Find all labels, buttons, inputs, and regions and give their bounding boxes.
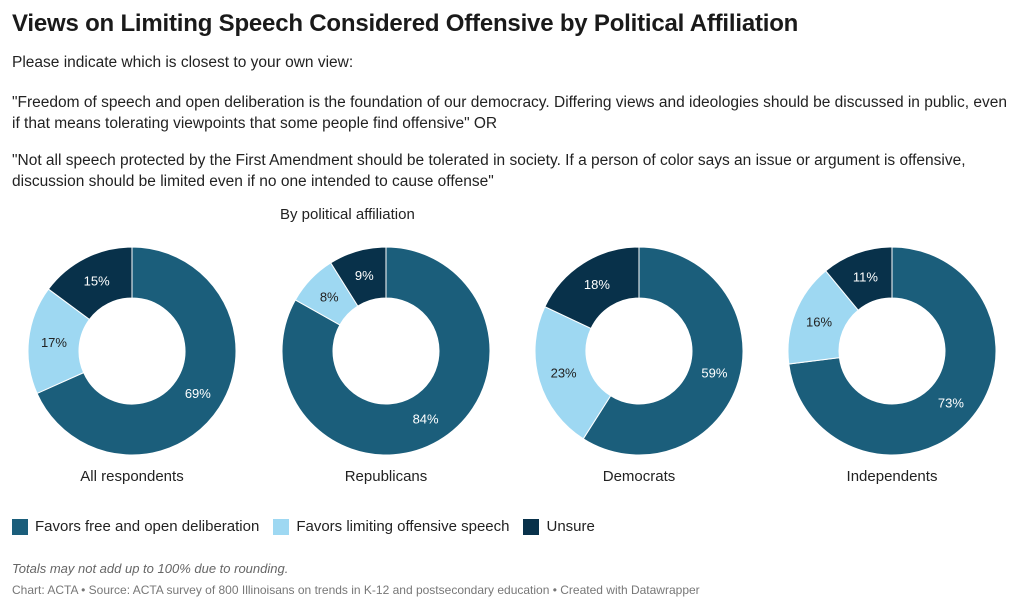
question-prompt: Please indicate which is closest to your… <box>12 54 354 71</box>
legend-label-unsure: Unsure <box>546 518 595 535</box>
data-label-all-respondents-favors-free-and-open-deliberation: 69% <box>185 386 211 401</box>
chart-subtitle: By political affiliation <box>280 206 415 223</box>
group-label-all-respondents: All respondents <box>80 468 183 485</box>
slice-all-respondents-unsure <box>47 246 133 321</box>
donut-charts-area: 69% 17% 15% All respondents 84% 8% 9% Republica… <box>0 238 1024 498</box>
legend-swatch-favors-limiting <box>273 518 290 535</box>
data-label-independents-favors-free-and-open-deliberation: 73% <box>938 395 964 410</box>
source-credit: Chart: ACTA • Source: ACTA survey of 800… <box>12 583 700 597</box>
group-label-independents: Independents <box>847 468 938 485</box>
data-label-all-respondents-favors-limiting-offensive-speech: 17% <box>41 335 67 350</box>
slice-independents-favors-free-and-open-deliberation <box>788 246 997 456</box>
option-a-text: "Freedom of speech and open deliberation… <box>12 94 1007 132</box>
data-label-democrats-favors-free-and-open-deliberation: 59% <box>701 365 727 380</box>
legend-item-favors-free: Favors free and open deliberation <box>12 518 259 535</box>
donut-charts-svg: 69% 17% 15% All respondents 84% 8% 9% Republica… <box>27 246 997 485</box>
slice-republicans-favors-free-and-open-deliberation <box>281 246 491 456</box>
legend-label-favors-free: Favors free and open deliberation <box>35 518 260 535</box>
group-label-democrats: Democrats <box>603 468 676 485</box>
slice-democrats-favors-free-and-open-deliberation <box>582 246 744 456</box>
data-label-independents-unsure: 11% <box>853 270 878 285</box>
slice-republicans-unsure <box>330 246 387 307</box>
slice-democrats-favors-limiting-offensive-speech <box>534 306 612 440</box>
donut-all-respondents: 69% 17% 15% All respondents <box>27 246 237 485</box>
slice-independents-unsure <box>825 246 893 311</box>
group-label-republicans: Republicans <box>345 468 428 485</box>
donut-republicans: 84% 8% 9% Republicans <box>281 246 491 485</box>
data-label-republicans-favors-free-and-open-deliberation: 84% <box>413 411 439 426</box>
donut-independents: 73% 16% 11% Independents <box>787 246 997 485</box>
data-label-democrats-unsure: 18% <box>584 277 610 292</box>
option-b-text: "Not all speech protected by the First A… <box>12 152 966 190</box>
data-label-republicans-unsure: 9% <box>355 268 374 283</box>
data-label-all-respondents-unsure: 15% <box>84 273 110 288</box>
donut-democrats: 59% 23% 18% Democrats <box>534 246 744 485</box>
legend-label-favors-limiting: Favors limiting offensive speech <box>296 518 510 535</box>
chart-title: Views on Limiting Speech Considered Offe… <box>12 10 799 37</box>
slice-all-respondents-favors-free-and-open-deliberation <box>36 246 237 456</box>
legend: Favors free and open deliberation Favors… <box>12 518 609 535</box>
data-label-democrats-favors-limiting-offensive-speech: 23% <box>551 365 577 380</box>
legend-swatch-unsure <box>523 518 540 535</box>
legend-item-favors-limiting: Favors limiting offensive speech <box>273 518 509 535</box>
legend-item-unsure: Unsure <box>523 518 595 535</box>
rounding-note: Totals may not add up to 100% due to rou… <box>12 561 289 576</box>
data-label-republicans-favors-limiting-offensive-speech: 8% <box>320 289 339 304</box>
legend-swatch-favors-free <box>12 518 28 535</box>
data-label-independents-favors-limiting-offensive-speech: 16% <box>806 315 832 330</box>
slice-democrats-unsure <box>544 246 640 330</box>
